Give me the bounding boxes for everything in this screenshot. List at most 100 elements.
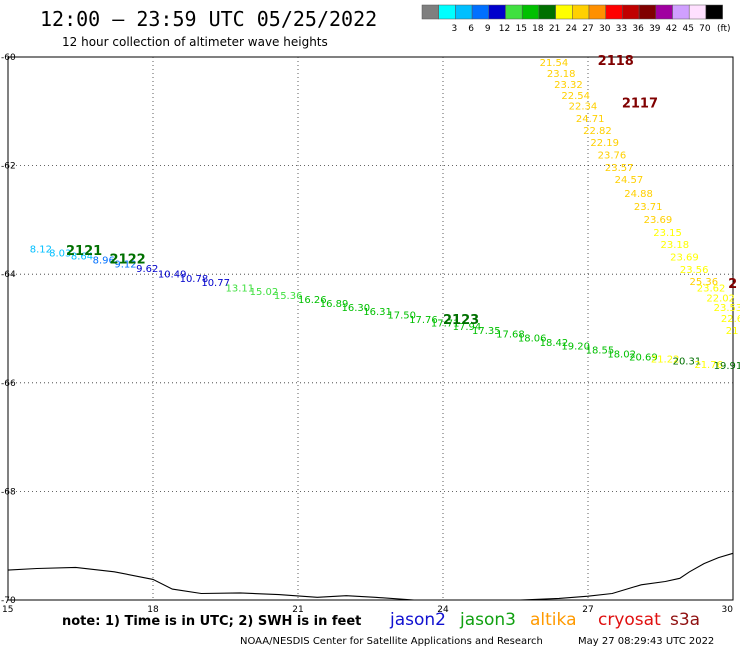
swh-value-label: 9.62 (136, 264, 158, 275)
swh-value-label: 9.12 (114, 260, 136, 271)
swh-value-label: 22.6 (721, 314, 740, 325)
satellite-s3a: s3a (670, 610, 700, 630)
scale-tick-label: 27 (582, 24, 593, 34)
swh-value-label: 10.78 (180, 274, 209, 285)
swh-value-label: 23.32 (554, 80, 583, 91)
scale-swatch (521, 4, 540, 20)
swh-value-label: 23.15 (653, 228, 682, 239)
swh-value-label: 8.64 (71, 252, 93, 263)
swh-value-label: 18.42 (540, 338, 569, 349)
swh-value-label: 24.57 (615, 175, 644, 186)
scale-tick-label: 39 (649, 24, 661, 34)
swh-value-label: 18.06 (518, 334, 547, 345)
swh-value-label: 22.02 (706, 293, 735, 304)
y-tick-label: -68 (1, 487, 16, 497)
scale-tick-label: 12 (499, 24, 510, 34)
swh-value-label: 20.31 (673, 356, 702, 367)
scale-tick-label: 36 (632, 24, 644, 34)
swh-value-label: 17.94 (453, 322, 482, 333)
swh-value-label: 23.18 (661, 240, 690, 251)
swh-value-label: 15.02 (250, 287, 279, 298)
scale-swatch (705, 4, 723, 20)
swh-value-label: 10.77 (201, 278, 230, 289)
swh-value-label: 13.11 (226, 284, 255, 295)
footer-generated: May 27 08:29:43 UTC 2022 (578, 636, 714, 647)
scale-swatch (672, 4, 690, 20)
scale-tick-label: 24 (566, 24, 578, 34)
y-tick-label: -66 (1, 379, 16, 389)
scale-swatch (638, 4, 657, 20)
scale-tick-label: 21 (549, 24, 560, 34)
scale-swatch (538, 4, 556, 20)
swh-value-label: 16.31 (363, 307, 392, 318)
swh-values: 8.128.03 8.64 8.96 9.12 9.62 10.4910.7810.771… (30, 58, 740, 372)
x-tick-label: 18 (147, 605, 159, 615)
track-label: 2118 (598, 54, 634, 69)
swh-value-label: 22.19 (590, 138, 619, 149)
swh-value-label: 21.22 (651, 355, 680, 366)
swh-value-label: 22.82 (583, 126, 612, 137)
swh-value-label: 25.36 (690, 277, 719, 288)
scale-tick-label: 30 (599, 24, 611, 34)
swh-value-label: 10.49 (158, 269, 187, 280)
y-tick-label: -70 (1, 596, 16, 606)
scale-swatch (488, 4, 506, 20)
swh-value-label: 23.53 (714, 303, 740, 314)
plot-grid (8, 57, 733, 600)
swh-value-label: 24.88 (624, 189, 653, 200)
swh-value-label: 15.36 (274, 291, 303, 302)
swh-value-label: 24.71 (576, 114, 605, 125)
swh-value-label: 8.03 (49, 248, 71, 259)
swh-value-label: 22.54 (561, 91, 590, 102)
swh-value-label: 16.30 (342, 303, 371, 314)
scale-swatch (605, 4, 623, 20)
swh-value-label: 23.57 (605, 163, 634, 174)
swh-value-label: 8.96 (93, 255, 115, 266)
scale-swatch (588, 4, 606, 20)
swh-value-label: 23.62 (697, 284, 726, 295)
x-tick-label: 24 (437, 605, 449, 615)
scale-swatch (572, 4, 590, 20)
y-tick-label: -64 (1, 270, 16, 280)
scale-tick-label: 9 (485, 24, 491, 34)
y-tick-label: -60 (1, 53, 16, 63)
scale-swatch (471, 4, 490, 20)
swh-value-label: 18.55 (586, 345, 615, 356)
swh-value-label: 23.69 (670, 253, 699, 264)
swh-value-label: 21 (726, 326, 739, 337)
scale-tick-label: 6 (468, 24, 474, 34)
scale-swatch (688, 4, 707, 20)
x-tick-label: 30 (722, 605, 734, 615)
scale-tick-label: 15 (515, 24, 526, 34)
swh-value-label: 23.71 (634, 202, 663, 213)
scale-tick-label: 45 (682, 24, 693, 34)
swh-value-label: 17.50 (387, 311, 416, 322)
swh-value-label: 17.68 (496, 330, 525, 341)
scale-unit-label: (ft) (717, 24, 731, 34)
swh-value-label: 23.56 (680, 265, 709, 276)
scale-swatch (421, 4, 439, 20)
figure-title: 12:00 – 23:59 UTC 05/25/2022 (40, 7, 377, 31)
scale-swatch (438, 4, 456, 20)
scale-tick-label: 42 (666, 24, 677, 34)
scale-swatch (555, 4, 573, 20)
swh-value-label: 17.76 (409, 315, 438, 326)
track-label: 2117 (622, 96, 658, 111)
swh-value-label: 16.89 (320, 299, 349, 310)
satellite-legend: jason2 jason3 altika cryosat s3a (389, 610, 700, 630)
figure-subtitle: 12 hour collection of altimeter wave hei… (62, 35, 328, 49)
scale-tick-label: 3 (452, 24, 458, 34)
swh-value-label: 17.35 (472, 326, 501, 337)
coastline-path (7, 552, 734, 601)
footer-note: note: 1) Time is in UTC; 2) SWH is in fe… (62, 614, 361, 629)
swh-value-label: 23.69 (644, 215, 673, 226)
swh-value-label: 23.18 (547, 69, 576, 80)
scale-swatch (655, 4, 673, 20)
scale-swatch (505, 4, 523, 20)
track-label: 2122 (110, 252, 146, 267)
track-labels: 2121 2122 2123 2118 2117 2 (66, 54, 737, 328)
track-label: 2123 (443, 313, 479, 328)
y-tick-label: -62 (1, 162, 16, 172)
